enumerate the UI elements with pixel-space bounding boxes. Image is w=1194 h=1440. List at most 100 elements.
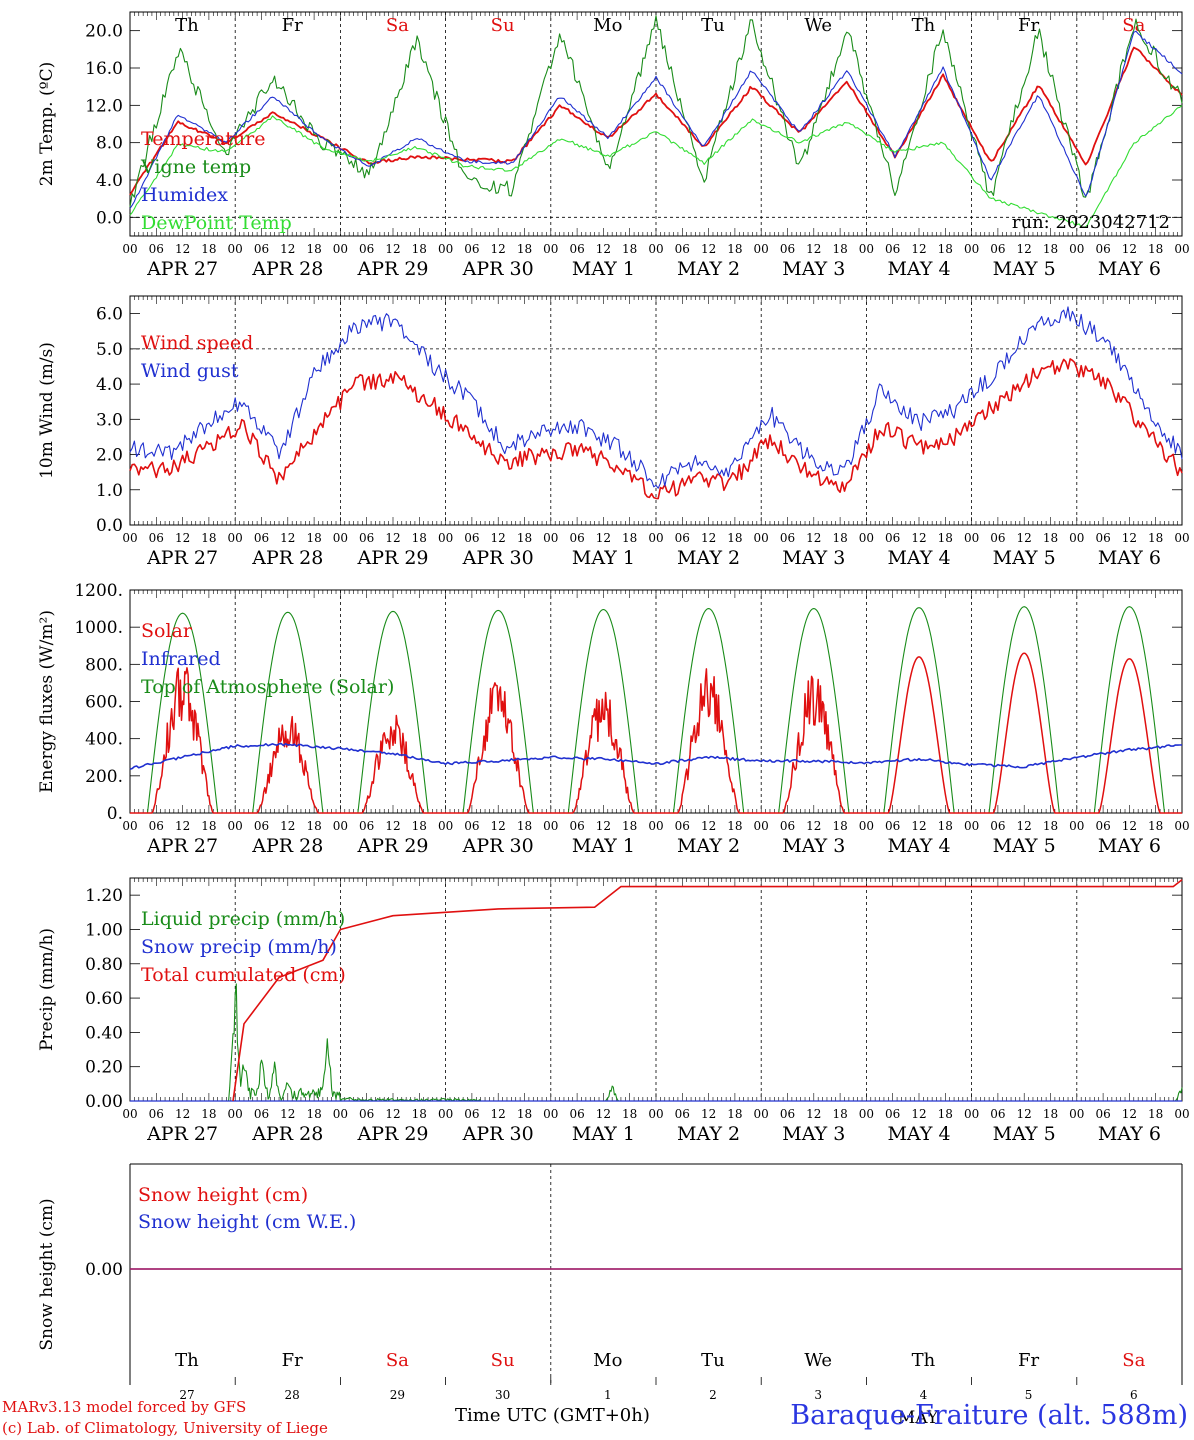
x-hour-tick-label: 00: [859, 1107, 874, 1121]
x-hour-tick-label: 12: [491, 819, 506, 833]
x-hour-tick-label: 00: [1069, 1107, 1084, 1121]
x-date-label: APR 30: [462, 258, 534, 280]
x-date-label: APR 28: [251, 547, 323, 569]
x-hour-tick-label: 18: [727, 242, 742, 256]
x-hour-tick-label: 00: [1174, 819, 1189, 833]
x-hour-tick-label: 12: [1017, 531, 1032, 545]
x-hour-tick-label: 18: [201, 819, 216, 833]
x-hour-tick-label: 12: [806, 531, 821, 545]
x-axis-title: Time UTC (GMT+0h): [455, 1405, 650, 1426]
x-hour-tick-label: 12: [701, 819, 716, 833]
x-hour-tick-label: 12: [491, 242, 506, 256]
y-tick-label: 0.0: [96, 208, 123, 228]
x-hour-tick-label: 06: [149, 531, 164, 545]
legend-entry: Snow precip (mm/h): [141, 936, 337, 958]
x-hour-tick-label: 18: [412, 242, 427, 256]
x-hour-tick-label: 00: [438, 531, 453, 545]
x-hour-tick-label: 00: [859, 819, 874, 833]
series-line-2: [129, 30, 1183, 209]
day-number-label: 5: [1025, 1388, 1033, 1402]
x-hour-tick-label: 06: [780, 242, 795, 256]
x-hour-tick-label: 00: [122, 819, 137, 833]
x-hour-tick-label: 18: [622, 819, 637, 833]
weekday-label: Th: [912, 1350, 936, 1371]
y-tick-label: 0.80: [85, 955, 123, 975]
legend-entry: Temperature: [141, 128, 265, 150]
x-date-label: APR 27: [146, 258, 218, 280]
x-hour-tick-label: 12: [491, 531, 506, 545]
x-hour-tick-label: 06: [569, 819, 584, 833]
x-hour-tick-label: 00: [122, 1107, 137, 1121]
x-hour-tick-label: 12: [911, 819, 926, 833]
x-hour-tick-label: 00: [964, 819, 979, 833]
y-tick-label: 0.40: [85, 1023, 123, 1043]
x-hour-tick-label: 06: [359, 242, 374, 256]
x-hour-tick-label: 06: [780, 819, 795, 833]
y-tick-label: 3.0: [96, 410, 123, 430]
x-date-label: MAY 3: [782, 835, 845, 857]
plot-frame: [129, 589, 1183, 814]
x-hour-tick-label: 18: [832, 242, 847, 256]
x-date-label: MAY 2: [677, 547, 740, 569]
x-hour-tick-label: 06: [569, 531, 584, 545]
x-date-label: MAY 2: [677, 258, 740, 280]
x-hour-tick-label: 12: [806, 242, 821, 256]
x-hour-tick-label: 18: [1043, 819, 1058, 833]
weekday-label: Th: [912, 15, 936, 36]
weekday-label: Fr: [282, 15, 303, 36]
x-hour-tick-label: 00: [543, 1107, 558, 1121]
x-hour-tick-label: 00: [543, 531, 558, 545]
day-number-label: 28: [285, 1388, 300, 1402]
x-hour-tick-label: 12: [1017, 242, 1032, 256]
x-date-label: MAY 4: [887, 1123, 950, 1145]
x-hour-tick-label: 18: [306, 531, 321, 545]
panel-energy: 00 06 12 18 APR 27 00 06 12 18 APR 28 00 06 12 18 APR …: [37, 581, 1190, 857]
x-hour-tick-label: 06: [149, 1107, 164, 1121]
x-hour-tick-label: 00: [228, 242, 243, 256]
y-tick-label: 1.00: [85, 920, 123, 940]
month-label: MAY: [898, 1408, 939, 1428]
x-hour-tick-label: 12: [175, 1107, 190, 1121]
weekday-label: Mo: [593, 1350, 622, 1371]
x-hour-tick-label: 12: [596, 531, 611, 545]
x-hour-tick-label: 00: [333, 1107, 348, 1121]
x-hour-tick-label: 12: [385, 1107, 400, 1121]
surface-solar-line: [130, 652, 1182, 814]
x-hour-tick-label: 18: [622, 531, 637, 545]
legend-entry: Vigne temp: [140, 156, 251, 178]
y-tick-label: 800.: [85, 655, 123, 675]
legend-entry: DewPoint Temp: [141, 212, 292, 234]
x-hour-tick-label: 18: [201, 531, 216, 545]
x-hour-tick-label: 12: [1122, 819, 1137, 833]
y-tick-label: 6.0: [96, 305, 123, 325]
x-date-label: MAY 6: [1098, 258, 1161, 280]
legend-entry: Snow height (cm W.E.): [138, 1211, 356, 1233]
y-tick-label: 4.0: [96, 171, 123, 191]
x-date-label: APR 27: [146, 547, 218, 569]
x-hour-tick-label: 12: [911, 1107, 926, 1121]
y-tick-label: 1.0: [96, 481, 123, 501]
y-tick-label: 5.0: [96, 340, 123, 360]
y-tick-label: 600.: [85, 693, 123, 713]
station-name: Baraque-Fraiture (alt. 588m): [790, 1400, 1188, 1431]
x-date-label: MAY 1: [572, 835, 635, 857]
x-hour-tick-label: 00: [1174, 1107, 1189, 1121]
y-tick-label: 0.0: [96, 516, 123, 536]
x-hour-tick-label: 12: [280, 531, 295, 545]
x-hour-tick-label: 00: [859, 531, 874, 545]
x-hour-tick-label: 12: [1122, 242, 1137, 256]
x-hour-tick-label: 18: [832, 1107, 847, 1121]
x-hour-tick-label: 18: [622, 1107, 637, 1121]
x-hour-tick-label: 12: [175, 819, 190, 833]
y-tick-label: 4.0: [96, 375, 123, 395]
legend-entry: Top of Atmosphere (Solar): [141, 676, 394, 698]
x-hour-tick-label: 00: [754, 819, 769, 833]
x-hour-tick-label: 00: [438, 1107, 453, 1121]
x-hour-tick-label: 06: [675, 531, 690, 545]
x-hour-tick-label: 18: [938, 531, 953, 545]
x-hour-tick-label: 12: [911, 242, 926, 256]
legend-entry: Liquid precip (mm/h): [141, 908, 345, 930]
x-hour-tick-label: 00: [228, 531, 243, 545]
x-date-label: MAY 6: [1098, 547, 1161, 569]
x-hour-tick-label: 12: [701, 1107, 716, 1121]
